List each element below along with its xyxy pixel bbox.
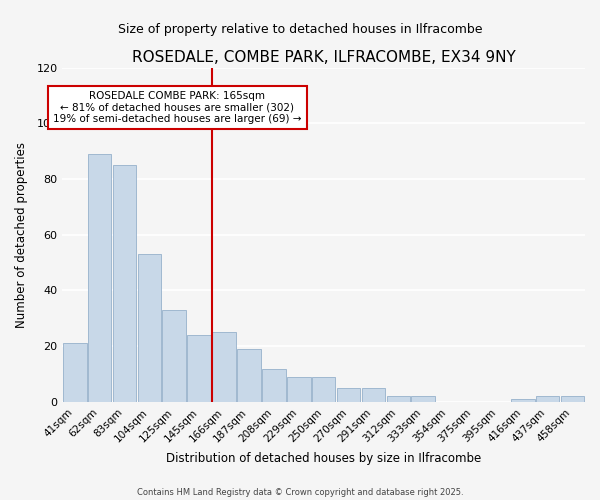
Bar: [362, 388, 385, 402]
Bar: [287, 377, 311, 402]
Bar: [187, 335, 211, 402]
Bar: [561, 396, 584, 402]
Bar: [536, 396, 559, 402]
Bar: [137, 254, 161, 402]
Bar: [212, 332, 236, 402]
X-axis label: Distribution of detached houses by size in Ilfracombe: Distribution of detached houses by size …: [166, 452, 481, 465]
Bar: [386, 396, 410, 402]
Text: Size of property relative to detached houses in Ilfracombe: Size of property relative to detached ho…: [118, 22, 482, 36]
Bar: [312, 377, 335, 402]
Title: ROSEDALE, COMBE PARK, ILFRACOMBE, EX34 9NY: ROSEDALE, COMBE PARK, ILFRACOMBE, EX34 9…: [132, 50, 515, 65]
Bar: [412, 396, 435, 402]
Text: Contains HM Land Registry data © Crown copyright and database right 2025.: Contains HM Land Registry data © Crown c…: [137, 488, 463, 497]
Bar: [113, 165, 136, 402]
Bar: [262, 368, 286, 402]
Bar: [163, 310, 186, 402]
Y-axis label: Number of detached properties: Number of detached properties: [15, 142, 28, 328]
Bar: [237, 349, 261, 402]
Bar: [337, 388, 361, 402]
Bar: [511, 399, 535, 402]
Bar: [63, 344, 86, 402]
Text: ROSEDALE COMBE PARK: 165sqm
← 81% of detached houses are smaller (302)
19% of se: ROSEDALE COMBE PARK: 165sqm ← 81% of det…: [53, 91, 302, 124]
Bar: [88, 154, 112, 402]
